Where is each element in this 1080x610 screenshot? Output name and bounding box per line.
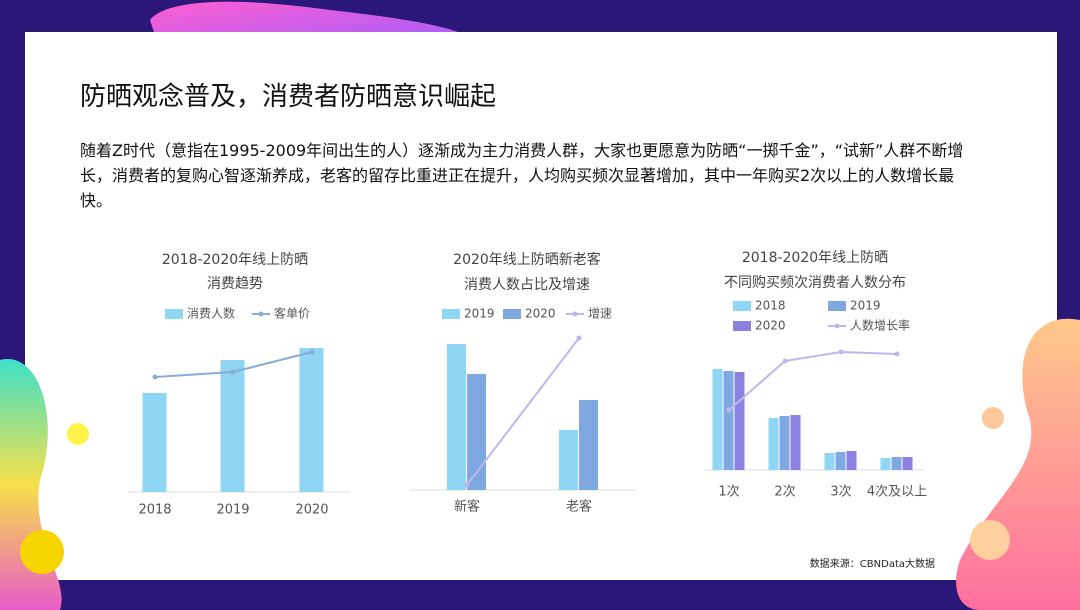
legend-swatch [503, 309, 521, 319]
bar [902, 457, 913, 470]
x-tick-label: 2018 [138, 503, 171, 518]
blob [982, 407, 1004, 429]
legend-label: 消费人数 [187, 306, 235, 321]
card [25, 32, 1057, 580]
x-tick-label: 1次 [718, 484, 739, 500]
blob [20, 530, 64, 574]
legend-label: 2019 [464, 307, 495, 321]
legend-swatch [165, 309, 183, 319]
legend-label: 2020 [525, 307, 556, 321]
legend-dot [572, 311, 578, 317]
bar [768, 418, 779, 470]
legend-dot [834, 323, 840, 329]
legend-swatch [733, 301, 751, 311]
bar [220, 360, 245, 492]
x-tick-label: 2020 [295, 503, 328, 518]
chart-title: 2018-2020年线上防晒 [742, 250, 888, 266]
bar [723, 371, 734, 470]
bar [299, 348, 324, 492]
blob [67, 423, 89, 445]
legend-label: 客单价 [274, 306, 310, 321]
bar [779, 416, 790, 470]
legend-swatch [733, 321, 751, 331]
bar [734, 372, 745, 470]
x-tick-label: 2019 [216, 503, 249, 518]
bar [467, 374, 486, 490]
bar [790, 415, 801, 470]
chart-title: 2018-2020年线上防晒 [162, 252, 308, 268]
line [728, 350, 898, 411]
line-point [464, 482, 470, 488]
bar [891, 457, 902, 470]
legend-label: 人数增长率 [850, 318, 910, 333]
bar [880, 458, 891, 470]
legend-swatch [828, 301, 846, 311]
blob [970, 520, 1010, 560]
legend-swatch [442, 309, 460, 319]
source-note: 数据来源：CBNData大数据 [809, 559, 935, 570]
chart-title: 2020年线上防晒新老客 [453, 251, 601, 268]
chart-title: 不同购买频次消费者人数分布 [724, 275, 906, 291]
chart-title: 消费人数占比及增速 [464, 277, 590, 293]
line [466, 337, 580, 486]
line-point [230, 369, 236, 375]
x-tick-label: 4次及以上 [867, 484, 927, 500]
line-point [838, 349, 844, 355]
line-point [894, 351, 900, 357]
x-tick-label: 新客 [454, 499, 480, 515]
chart-title: 消费趋势 [207, 276, 263, 292]
legend-label: 2020 [755, 319, 786, 333]
x-tick-label: 3次 [830, 484, 851, 500]
bar [142, 393, 167, 492]
legend-dot [258, 311, 264, 317]
slide-title: 防晒观念普及，消费者防晒意识崛起 [80, 82, 497, 112]
line-point [152, 374, 158, 380]
bar [824, 453, 835, 470]
line-point [576, 335, 582, 341]
bar [579, 400, 598, 490]
legend-label: 2019 [850, 299, 881, 313]
bar [559, 430, 578, 490]
bar [846, 451, 857, 470]
legend-label: 2018 [755, 299, 786, 313]
slide-body: 随着Z时代（意指在1995-2009年间出生的人）逐渐成为主力消费人群，大家也更… [80, 141, 964, 210]
line-point [782, 358, 788, 364]
x-tick-label: 老客 [566, 499, 592, 515]
line-point [726, 407, 732, 413]
x-tick-label: 2次 [774, 484, 795, 500]
line-point [309, 349, 315, 355]
bar [447, 344, 466, 490]
bar [712, 369, 723, 470]
legend-label: 增速 [588, 307, 612, 321]
bar [835, 452, 846, 470]
